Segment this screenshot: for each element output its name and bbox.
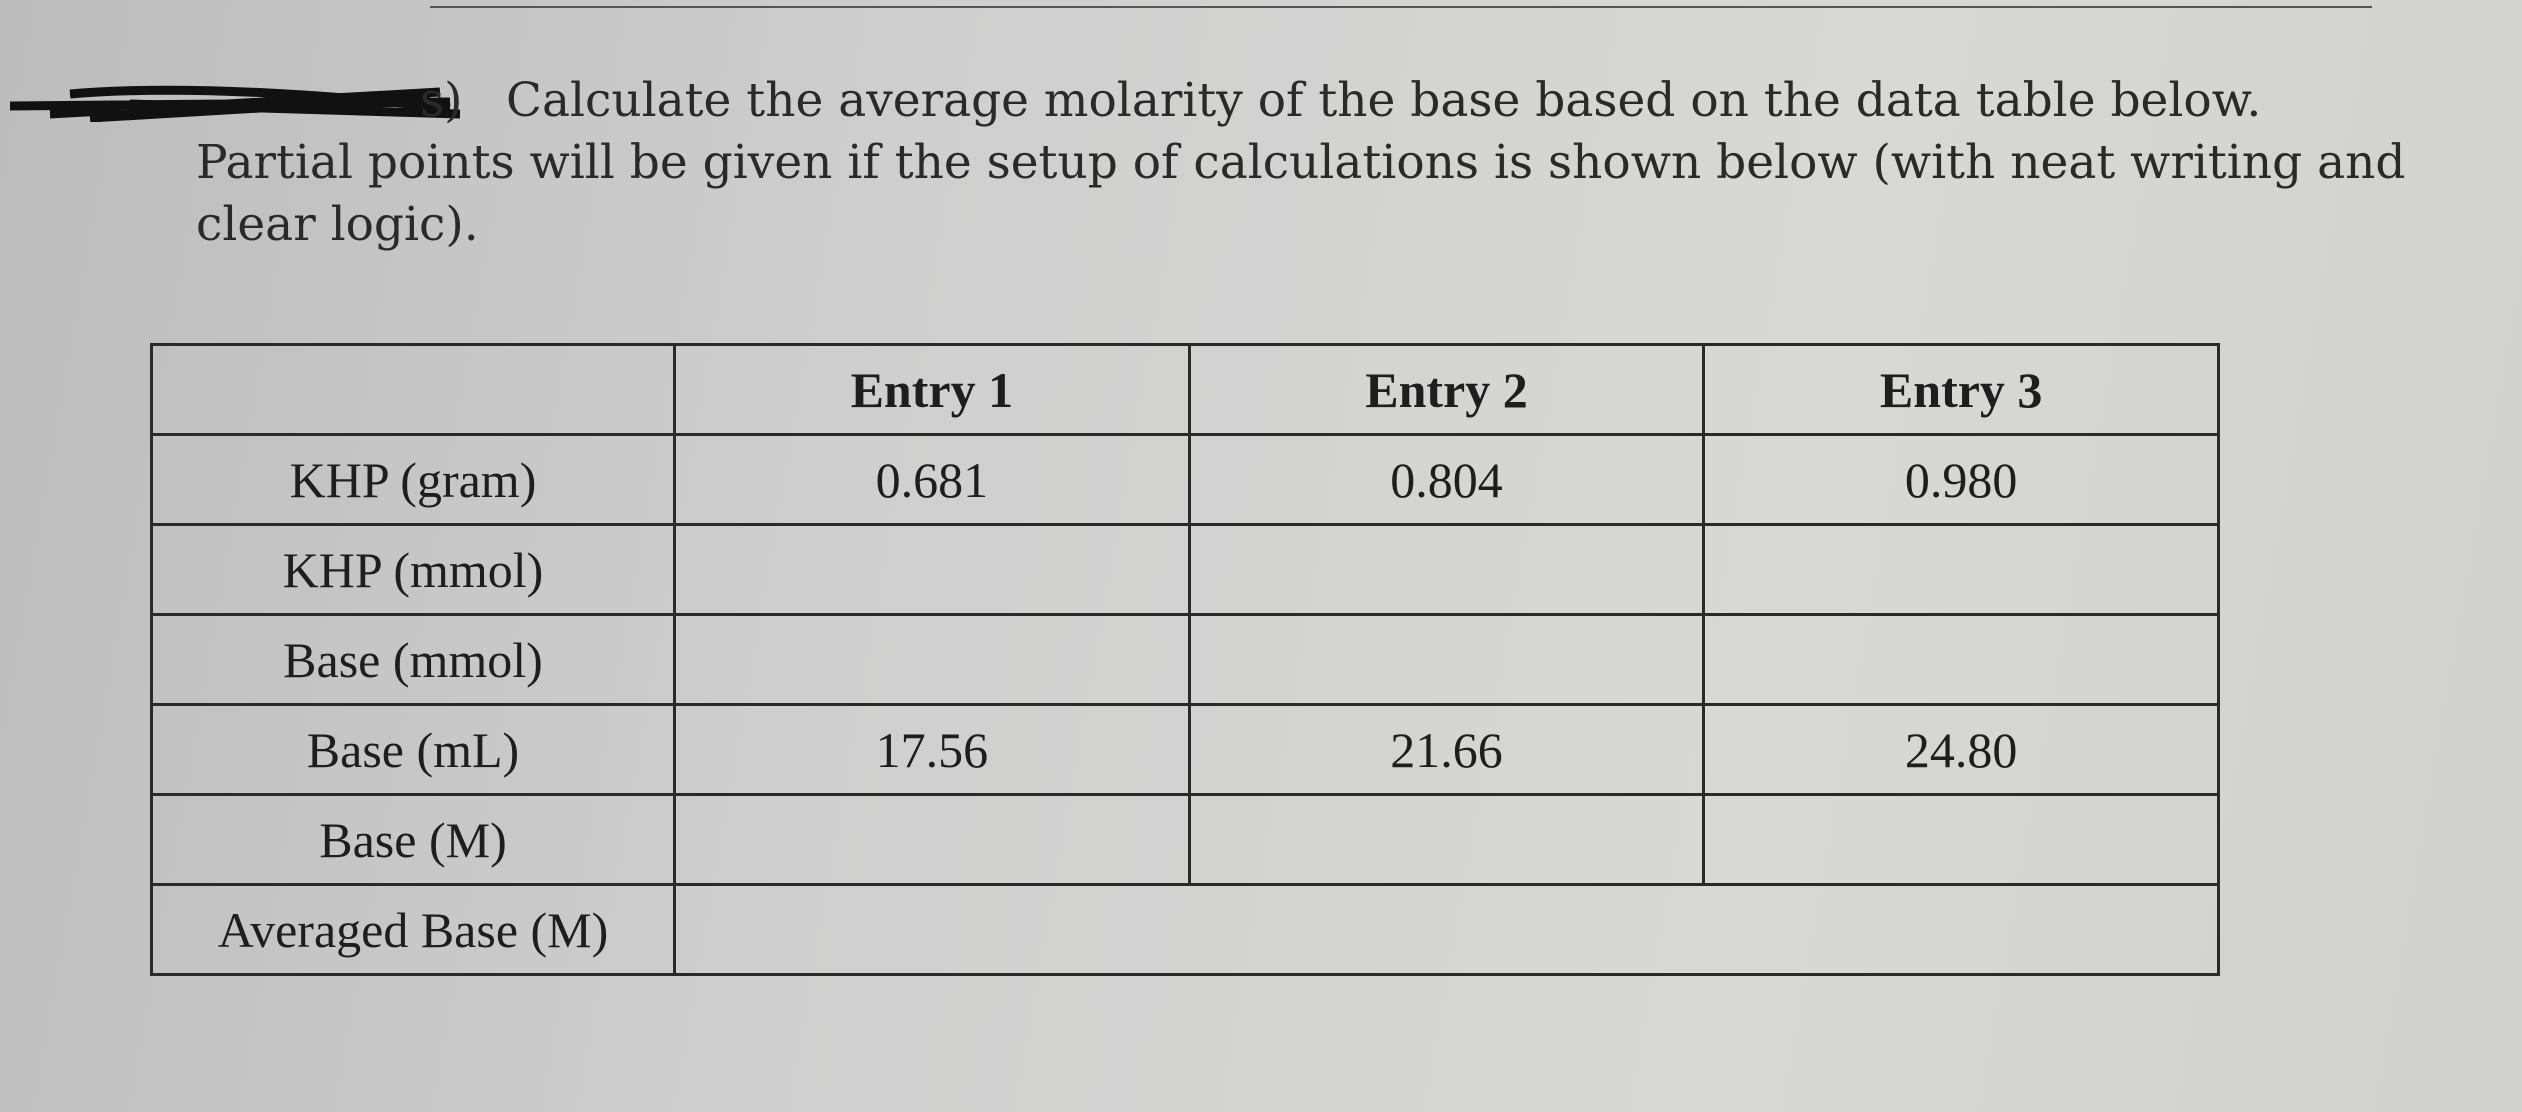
table-body: KHP (gram) 0.681 0.804 0.980 KHP (mmol) Base … [150, 433, 2220, 976]
table-row: Base (mL) 17.56 21.66 24.80 [150, 703, 2220, 796]
table-row: Base (mmol) [150, 613, 2220, 706]
column-header: Entry 1 [673, 343, 1191, 436]
row-label: Averaged Base (M) [150, 883, 676, 976]
footer-row: Averaged Base (M) [150, 883, 2220, 976]
table-row: Base (M) [150, 793, 2220, 886]
question-number: s) [420, 73, 463, 128]
empty-cell [673, 793, 1191, 886]
empty-cell [1702, 613, 2220, 706]
row-label: KHP (mmol) [150, 523, 676, 616]
row-label: Base (M) [150, 793, 676, 886]
empty-cell [1187, 523, 1706, 616]
cell: 17.56 [673, 703, 1191, 796]
row-label: Base (mmol) [150, 613, 676, 706]
row-label: Base (mL) [150, 703, 676, 796]
empty-cell [1702, 793, 2220, 886]
column-header: Entry 2 [1187, 343, 1706, 436]
table-row: KHP (mmol) [150, 523, 2220, 616]
rule [430, 6, 2372, 8]
row-label: KHP (gram) [150, 433, 676, 526]
scribble [10, 85, 461, 122]
column-header: Entry 3 [1702, 343, 2220, 436]
empty-cell [673, 523, 1191, 616]
header-row: Entry 1 Entry 2 Entry 3 [150, 343, 2220, 436]
question: Calculate the average molarity of the ba… [196, 70, 2426, 256]
data-table: Entry 1 Entry 2 Entry 3 KHP (gram) 0.681 0.8… [150, 343, 2220, 976]
empty-cell [673, 883, 2220, 976]
empty-cell [673, 613, 1191, 706]
table-row: KHP (gram) 0.681 0.804 0.980 [150, 433, 2220, 526]
empty-cell [1187, 793, 1706, 886]
question-text: Calculate the average molarity of the ba… [196, 73, 2406, 252]
empty-cell [1702, 523, 2220, 616]
cell: 0.804 [1187, 433, 1706, 526]
empty-cell [1187, 613, 1706, 706]
corner-cell [150, 343, 676, 436]
table-header: Entry 1 Entry 2 Entry 3 [150, 343, 2220, 436]
cell: 0.980 [1702, 433, 2220, 526]
cell: 0.681 [673, 433, 1191, 526]
cell: 21.66 [1187, 703, 1706, 796]
cell: 24.80 [1702, 703, 2220, 796]
